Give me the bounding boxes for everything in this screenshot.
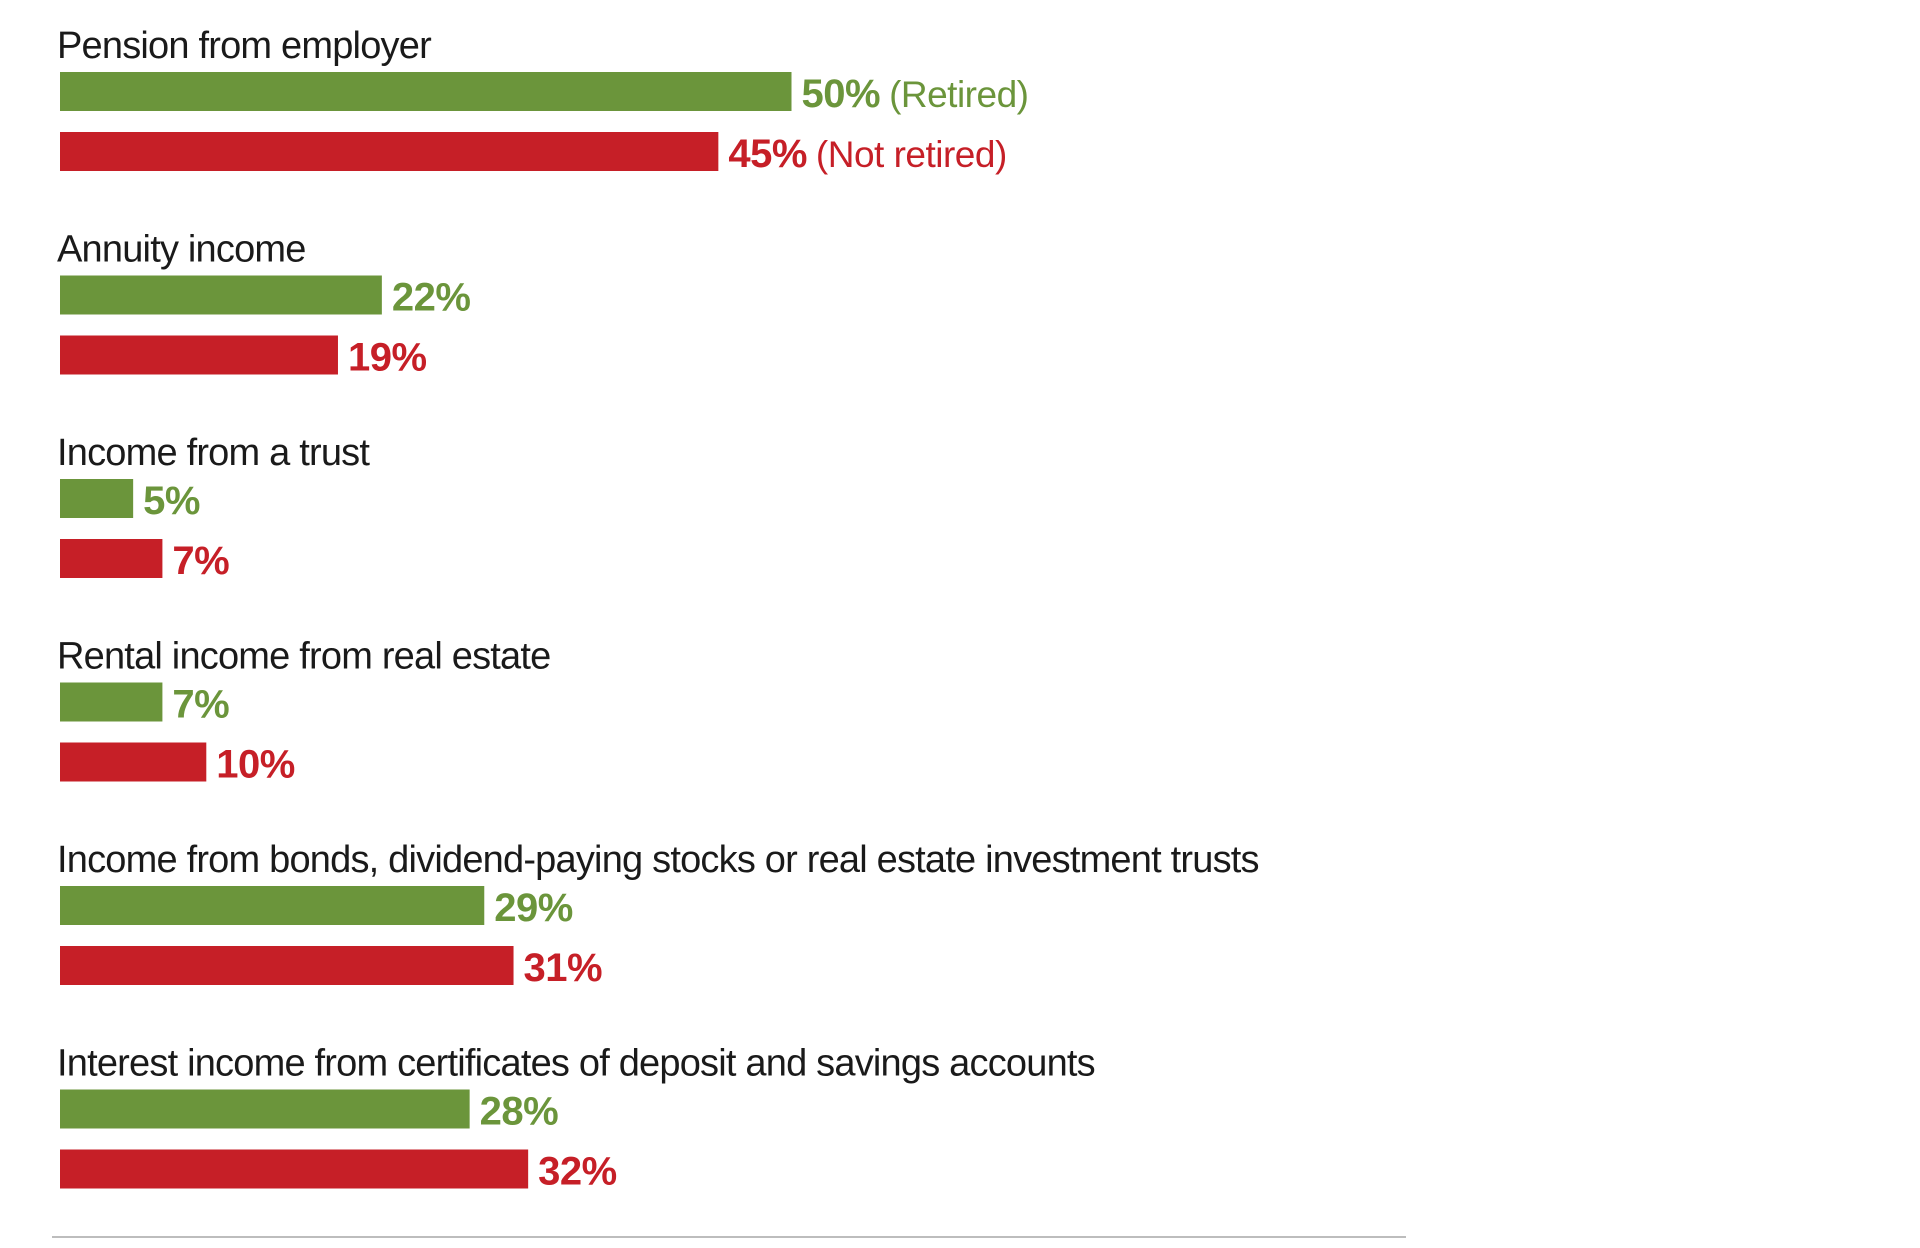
value-label-retired: 28%: [480, 1090, 559, 1134]
value-label-not-retired: 31%: [524, 946, 603, 990]
category-group: Interest income from certificates of dep…: [57, 1043, 1096, 1194]
value-label-retired: 50% (Retired): [802, 72, 1029, 116]
bar-not-retired: [60, 946, 514, 985]
bar-not-retired: [60, 335, 338, 375]
bar-not-retired: [60, 132, 719, 171]
category-group: Pension from employer 50% (Retired) 45% (Not…: [57, 25, 1029, 176]
category-group: Rental income from real estate 7% 10%: [57, 636, 551, 787]
value-label-not-retired: 10%: [216, 743, 295, 787]
bar-retired: [60, 682, 163, 722]
category-group: Income from bonds, dividend-paying stock…: [57, 839, 1260, 990]
category-group: Annuity income 22% 19%: [57, 229, 471, 380]
value-label-retired: 5%: [143, 479, 200, 523]
bar-retired: [60, 1089, 470, 1129]
category-label: Income from a trust: [57, 432, 370, 474]
chart-groups: Pension from employer 50% (Retired) 45% (Not…: [57, 25, 1260, 1194]
bar-not-retired: [60, 1149, 529, 1189]
category-label: Rental income from real estate: [57, 636, 550, 678]
bar-retired: [60, 275, 382, 315]
value-label-not-retired: 7%: [172, 539, 229, 583]
bar-not-retired: [60, 539, 163, 578]
bar-not-retired: [60, 742, 207, 782]
bar-retired: [60, 72, 792, 111]
value-label-retired: 7%: [172, 683, 229, 727]
value-label-not-retired: 19%: [348, 336, 427, 380]
value-label-not-retired: 45% (Not retired): [728, 132, 1006, 176]
category-label: Pension from employer: [57, 25, 432, 67]
category-group: Income from a trust 5% 7%: [57, 432, 371, 583]
bar-retired: [60, 886, 485, 925]
value-label-retired: 29%: [494, 886, 573, 930]
bar-retired: [60, 479, 134, 518]
value-label-retired: 22%: [392, 276, 471, 320]
legend-label-not-retired: (Not retired): [816, 134, 1007, 175]
category-label: Annuity income: [57, 229, 306, 271]
value-label-not-retired: 32%: [538, 1150, 617, 1194]
category-label: Interest income from certificates of dep…: [57, 1043, 1095, 1085]
legend-label-retired: (Retired): [889, 74, 1028, 115]
category-label: Income from bonds, dividend-paying stock…: [57, 839, 1259, 881]
